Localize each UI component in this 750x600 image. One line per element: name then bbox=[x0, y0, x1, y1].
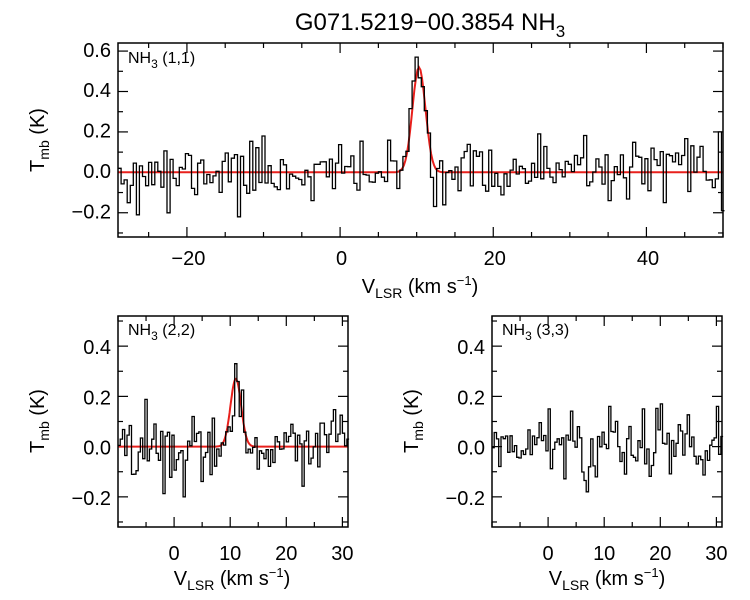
panel-label-nh3-11: NH3 (1,1) bbox=[128, 50, 195, 71]
x-axis-label: VLSR (km s−1) bbox=[174, 565, 291, 593]
spectrum-line-nh3-22 bbox=[118, 363, 350, 498]
panel-nh3-22: NH3 (2,2) 0 10 20 30 −0.2 0.0 0.2 0.4 VL… bbox=[27, 315, 354, 593]
panel-nh3-33: NH3 (3,3) 0 10 20 30 −0.2 0.0 0.2 0.4 VL… bbox=[401, 315, 728, 593]
panel-label-nh3-33: NH3 (3,3) bbox=[502, 322, 569, 343]
y-tick-label: 0.4 bbox=[83, 80, 111, 102]
x-tick-label: 20 bbox=[275, 543, 297, 565]
ticks-nh3-33 bbox=[491, 316, 722, 527]
y-tick-label: −0.2 bbox=[72, 201, 111, 223]
y-tick-label: 0.0 bbox=[457, 438, 485, 460]
y-axis-label: Tmb (K) bbox=[401, 389, 426, 453]
spectrum-line-nh3-33 bbox=[492, 403, 724, 493]
x-tick-label: 30 bbox=[705, 543, 727, 565]
x-tick-label: 40 bbox=[637, 248, 659, 270]
gaussian-fit-nh3-22 bbox=[118, 377, 348, 448]
x-tick-label: 0 bbox=[336, 248, 347, 270]
y-tick-label: 0.2 bbox=[83, 121, 111, 143]
x-tick-label: 10 bbox=[593, 543, 615, 565]
y-tick-label: 0.2 bbox=[457, 387, 485, 409]
x-axis-label: VLSR (km s−1) bbox=[362, 273, 479, 301]
x-tick-label: 20 bbox=[484, 248, 506, 270]
y-axis-label: Tmb (K) bbox=[27, 108, 52, 172]
x-axis-label: VLSR (km s−1) bbox=[549, 565, 666, 593]
ticks-nh3-22 bbox=[117, 316, 348, 527]
y-axis-label: Tmb (K) bbox=[27, 389, 52, 453]
x-tick-label: 0 bbox=[543, 543, 554, 565]
plot-frame-nh3-22 bbox=[117, 315, 349, 528]
spectrum-line-nh3-11 bbox=[118, 56, 725, 218]
y-tick-label: −0.2 bbox=[72, 488, 111, 510]
x-tick-label: 0 bbox=[169, 543, 180, 565]
y-tick-label: 0.2 bbox=[83, 387, 111, 409]
y-tick-label: 0.4 bbox=[457, 337, 485, 359]
panel-label-nh3-22: NH3 (2,2) bbox=[128, 322, 195, 343]
y-tick-label: 0.0 bbox=[83, 161, 111, 183]
figure-title: G071.5219−00.3854 NH3 bbox=[295, 9, 565, 41]
y-tick-label: 0.6 bbox=[83, 40, 111, 62]
panel-nh3-11: NH3 (1,1) −20 0 20 40 −0.2 0.0 0.2 0.4 0… bbox=[27, 40, 725, 301]
x-tick-label: 10 bbox=[219, 543, 241, 565]
y-tick-label: 0.0 bbox=[83, 438, 111, 460]
y-tick-label: −0.2 bbox=[446, 488, 485, 510]
y-tick-label: 0.4 bbox=[83, 337, 111, 359]
x-tick-label: 20 bbox=[649, 543, 671, 565]
x-tick-label: 30 bbox=[331, 543, 353, 565]
plot-frame-nh3-33 bbox=[491, 315, 723, 528]
plot-frame-nh3-11 bbox=[117, 42, 724, 238]
x-tick-label: −20 bbox=[171, 248, 205, 270]
